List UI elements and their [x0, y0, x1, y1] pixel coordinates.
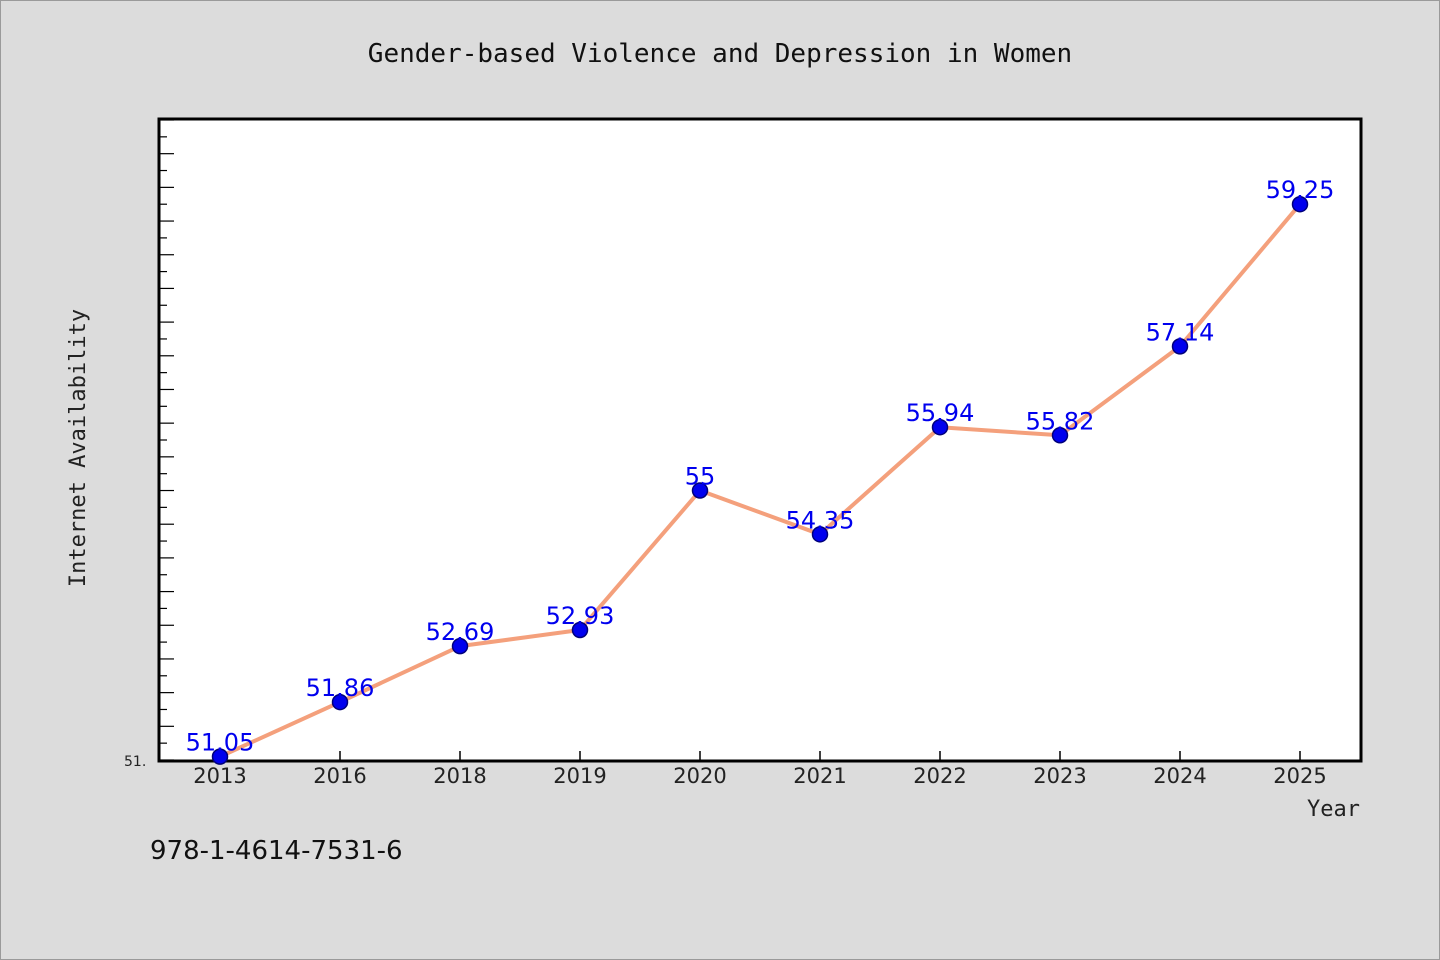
series-group: 51.05 51.86 52.69 52.93 55 54.35 55.94 55.82 57.… [186, 176, 1335, 765]
data-point [451, 637, 469, 655]
x-axis-ticks [219, 751, 1301, 760]
data-label: 55 [685, 463, 716, 491]
data-point [811, 526, 829, 543]
data-point [571, 621, 589, 639]
data-label: 55.94 [906, 399, 975, 427]
x-axis-label: Year [1307, 797, 1360, 822]
x-tick-label: 2023 [1033, 764, 1086, 788]
chart-title: Gender-based Violence and Depression in … [368, 39, 1072, 69]
data-point [1171, 338, 1189, 355]
data-label: 52.69 [426, 618, 495, 646]
x-tick-label: 2018 [433, 764, 486, 788]
y-axis-ticks [160, 119, 174, 761]
x-axis-tick-labels: 2013 2016 2018 2019 2020 2021 2022 2023 2024 2025 [193, 764, 1326, 788]
x-tick-label: 2022 [913, 764, 966, 788]
data-point [691, 482, 709, 499]
data-point [331, 693, 349, 711]
data-label: 51.05 [186, 729, 255, 757]
data-label: 57.14 [1146, 318, 1215, 346]
data-label: 54.35 [786, 506, 855, 534]
data-label: 52.93 [546, 602, 615, 630]
series-line [219, 202, 1302, 759]
x-tick-label: 2016 [313, 764, 366, 788]
x-tick-label: 2020 [673, 764, 726, 788]
x-tick-label: 2025 [1273, 764, 1326, 788]
data-point [1291, 195, 1309, 213]
isbn-caption: 978-1-4614-7531-6 [150, 836, 403, 866]
data-label: 55.82 [1026, 407, 1095, 435]
y-axis-label: Internet Availability [66, 309, 91, 587]
data-point [1051, 427, 1069, 444]
x-tick-label: 2021 [793, 764, 846, 788]
data-label: 59.25 [1266, 176, 1335, 204]
data-label: 51.86 [306, 674, 375, 702]
plot-area [157, 117, 1363, 763]
data-point [931, 418, 949, 436]
x-tick-label: 2019 [553, 764, 606, 788]
y-tick-label: 51. [124, 754, 146, 770]
x-tick-label: 2013 [193, 764, 246, 788]
data-point [211, 748, 229, 765]
x-tick-label: 2024 [1153, 764, 1206, 788]
